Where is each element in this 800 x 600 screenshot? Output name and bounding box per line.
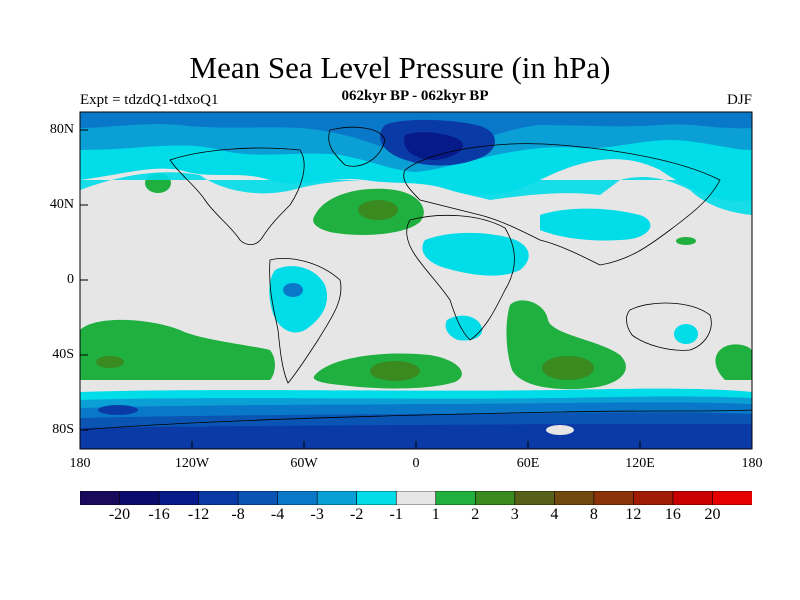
africa-coast (406, 214, 515, 341)
colorbar-swatch (316, 491, 358, 505)
australia-low (674, 324, 698, 344)
west-pacific-high (676, 237, 696, 245)
australia-coast (626, 302, 712, 351)
chart-title: Mean Sea Level Pressure (in hPa) (189, 50, 611, 85)
experiment-label: Expt = tdzdQ1-tdxoQ1 (80, 92, 219, 108)
colorbar-label: 8 (589, 506, 598, 523)
colorbar (80, 491, 752, 505)
north-america-coast (169, 147, 305, 246)
colorbar-label: -20 (108, 506, 131, 523)
colorbar-label: 16 (664, 506, 681, 523)
arctic-low-inner (404, 132, 464, 160)
y-tick-label: 80N (49, 122, 74, 137)
antarctica-coast (80, 409, 752, 431)
colorbar-swatch (198, 491, 239, 505)
colorbar-swatch (712, 491, 752, 505)
colorbar-label: -16 (148, 506, 170, 523)
x-tick-label: 60E (516, 456, 540, 471)
y-tick-label: 40S (52, 347, 74, 362)
coastlines (80, 126, 752, 431)
colorbar-label: -3 (310, 506, 324, 523)
greenland-coast (328, 126, 386, 167)
colorbar-label: 20 (704, 506, 721, 523)
colorbar-swatch (633, 491, 674, 505)
chart-subtitle: 062kyr BP - 062kyr BP (341, 88, 489, 104)
south-america-low (269, 266, 328, 333)
colorbar-label: -1 (389, 506, 403, 523)
south-america-low-core (283, 283, 303, 297)
southern-band-core (80, 424, 752, 449)
south-america-coast (269, 258, 342, 384)
eurasia-coast (403, 143, 721, 266)
south-indian-high (506, 300, 626, 390)
colorbar-swatch (395, 491, 437, 505)
southern-ocean-low-core (98, 405, 138, 415)
x-tick-label: 120E (625, 456, 655, 471)
colorbar-swatch (158, 491, 200, 505)
colorbar-swatch (514, 491, 556, 505)
colorbar-swatch (356, 491, 398, 505)
north-atlantic-high-core (358, 200, 398, 220)
colorbar-swatch (119, 491, 160, 505)
south-africa-low (445, 315, 483, 341)
axis-ticks (79, 129, 753, 449)
colorbar-label: 12 (625, 506, 642, 523)
colorbar-swatch (237, 491, 279, 505)
south-indian-high-2 (715, 344, 752, 380)
x-tick-label: 120W (174, 456, 210, 471)
colorbar-swatch (554, 491, 595, 505)
colorbar-swatch (672, 491, 714, 505)
north-africa-low (422, 232, 529, 276)
south-indian-high-core (542, 356, 594, 380)
season-label: DJF (726, 92, 752, 108)
y-tick-label: 80S (52, 422, 74, 437)
colorbar-label: -4 (270, 506, 285, 523)
x-tick-label: 60W (290, 456, 318, 471)
south-pacific-high (80, 319, 275, 380)
colorbar-swatch (435, 491, 477, 505)
colorbar-label: 4 (550, 506, 559, 523)
colorbar-swatch (80, 491, 121, 505)
colorbar-label: 3 (510, 506, 519, 523)
x-tick-label: 180 (741, 456, 763, 471)
colorbar-label: -2 (350, 506, 364, 523)
colorbar-label: 2 (471, 506, 480, 523)
colorbar-swatch (593, 491, 635, 505)
y-tick-label: 0 (67, 272, 74, 287)
y-tick-label: 40N (49, 197, 74, 212)
colorbar-label: 1 (431, 506, 440, 523)
x-tick-label: 180 (69, 456, 91, 471)
colorbar-swatch (277, 491, 318, 505)
south-atlantic-high-core (370, 361, 420, 381)
arabia-low (540, 208, 651, 241)
south-pacific-high-core (96, 356, 124, 368)
colorbar-swatch (474, 491, 516, 505)
colorbar-label: -12 (187, 506, 210, 523)
colorbar-label: -8 (231, 506, 245, 523)
north-pacific-cyan (80, 172, 752, 215)
southern-ocean-gray-patch (546, 425, 574, 435)
x-tick-label: 0 (412, 456, 420, 471)
